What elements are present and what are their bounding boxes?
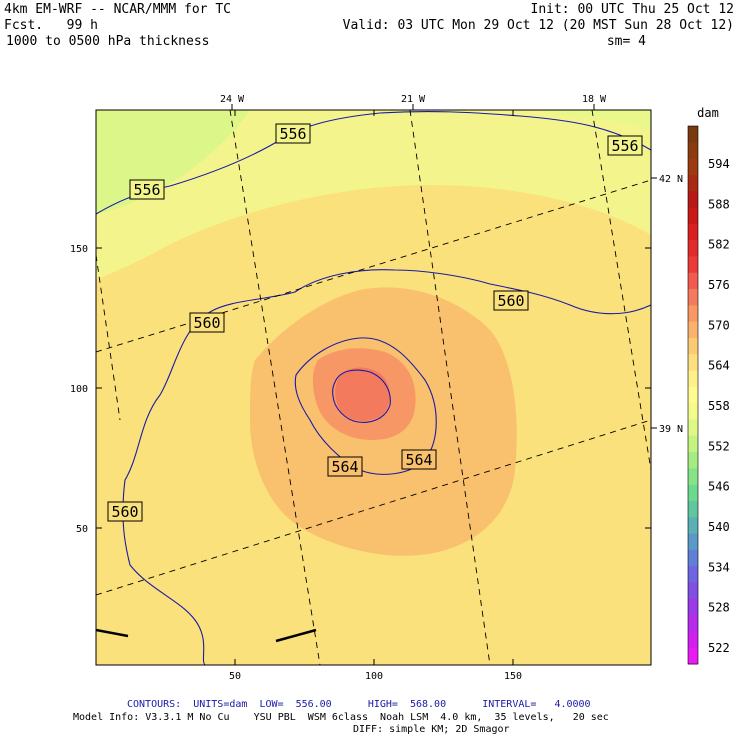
colorbar-swatch bbox=[688, 289, 698, 306]
svg-text:564: 564 bbox=[405, 451, 432, 469]
colorbar-swatch bbox=[688, 631, 698, 649]
contour-556 bbox=[96, 111, 651, 215]
band-570 bbox=[335, 367, 390, 421]
contour-label: 560 bbox=[493, 290, 529, 311]
colorbar-swatch bbox=[688, 354, 698, 372]
model-info: Model Info: V3.3.1 M No Cu YSU PBL WSM 6… bbox=[73, 712, 609, 723]
y-tick-label: 50 bbox=[76, 524, 88, 535]
colorbar-swatch bbox=[688, 615, 698, 632]
contour-label: 556 bbox=[607, 135, 643, 156]
colorbar-outline bbox=[687, 125, 699, 665]
colorbar-label: 546 bbox=[708, 480, 730, 494]
colorbar-swatch bbox=[688, 174, 698, 192]
colorbar-swatch bbox=[688, 158, 698, 176]
colorbar-swatch bbox=[688, 240, 698, 257]
contour-560 bbox=[122, 269, 651, 665]
colorbar-swatch bbox=[688, 452, 698, 469]
colorbar-swatch bbox=[688, 386, 698, 404]
longitude-label: 21 W bbox=[401, 94, 426, 105]
svg-text:556: 556 bbox=[611, 137, 638, 155]
svg-text:556: 556 bbox=[133, 181, 160, 199]
latitude-label: 39 N bbox=[659, 424, 683, 435]
coastline-mark bbox=[275, 628, 317, 643]
svg-text:560: 560 bbox=[497, 292, 524, 310]
x-tick-label: 50 bbox=[229, 671, 241, 682]
colorbar-swatch bbox=[688, 272, 698, 290]
colorbar-swatch bbox=[688, 582, 698, 600]
svg-text:564: 564 bbox=[331, 458, 358, 476]
colorbar-label: 540 bbox=[708, 520, 730, 534]
colorbar-swatch bbox=[688, 549, 698, 567]
colorbar-label: 576 bbox=[708, 278, 730, 292]
diffusion-info: DIFF: simple KM; 2D Smagor bbox=[353, 724, 510, 735]
colorbar-swatch bbox=[688, 256, 698, 274]
colorbar-swatch bbox=[688, 533, 698, 551]
contour-label: 560 bbox=[189, 312, 225, 333]
band-550-554-ne bbox=[540, 110, 651, 128]
svg-text:556: 556 bbox=[279, 125, 306, 143]
y-tick-label: 100 bbox=[70, 384, 88, 395]
colorbar-swatch bbox=[688, 126, 698, 143]
colorbar-swatch bbox=[688, 484, 698, 502]
init-time: Init: 00 UTC Thu 25 Oct 12 bbox=[530, 2, 735, 17]
colorbar-swatch bbox=[688, 500, 698, 518]
contour-label: 564 bbox=[327, 456, 363, 477]
colorbar-swatch bbox=[688, 566, 698, 583]
y-tick-label: 150 bbox=[70, 244, 88, 255]
colorbar-swatch bbox=[688, 435, 698, 453]
colorbar-label: 582 bbox=[708, 238, 730, 252]
contour-label: 556 bbox=[275, 123, 311, 144]
longitude-label: 18 W bbox=[582, 94, 607, 105]
colorbar-swatch bbox=[688, 517, 698, 535]
colorbar-swatch bbox=[688, 223, 698, 241]
colorbar bbox=[687, 125, 699, 665]
colorbar-unit: dam bbox=[697, 106, 719, 120]
forecast-hour: Fcst. 99 h bbox=[4, 18, 98, 33]
colorbar-swatch bbox=[688, 191, 698, 209]
colorbar-label: 558 bbox=[708, 399, 730, 413]
colorbar-swatch bbox=[688, 403, 698, 420]
smoothing-label: sm= 4 bbox=[606, 34, 646, 49]
colorbar-swatch bbox=[688, 647, 698, 665]
band-554-558 bbox=[96, 110, 651, 280]
contour-label: 560 bbox=[107, 501, 143, 522]
svg-text:560: 560 bbox=[193, 314, 220, 332]
colorbar-label: 528 bbox=[708, 601, 730, 615]
contour-label: 556 bbox=[129, 179, 165, 200]
x-tick-label: 150 bbox=[504, 671, 522, 682]
latitude-label: 42 N bbox=[659, 174, 683, 185]
colorbar-swatch bbox=[688, 321, 698, 339]
colorbar-swatch bbox=[688, 370, 698, 388]
field-name: 1000 to 0500 hPa thickness bbox=[6, 34, 210, 49]
colorbar-label: 594 bbox=[708, 157, 730, 171]
svg-text:560: 560 bbox=[111, 503, 138, 521]
colorbar-swatch bbox=[688, 207, 698, 225]
graticule bbox=[96, 110, 651, 665]
filled-field bbox=[96, 110, 651, 665]
tick-marks bbox=[96, 104, 657, 665]
colorbar-label: 522 bbox=[708, 641, 730, 655]
contour-568 bbox=[332, 369, 391, 423]
colorbar-label: 570 bbox=[708, 318, 730, 332]
colorbar-label: 564 bbox=[708, 359, 730, 373]
contour-info: CONTOURS: UNITS=dam LOW= 556.00 HIGH= 56… bbox=[127, 699, 591, 710]
coastline-mark bbox=[96, 628, 129, 638]
colorbar-label: 552 bbox=[708, 439, 730, 453]
contour-label: 564 bbox=[401, 449, 437, 470]
colorbar-swatch bbox=[688, 142, 698, 160]
valid-time: Valid: 03 UTC Mon 29 Oct 12 (20 MST Sun … bbox=[342, 18, 734, 33]
model-title: 4km EM-WRF -- NCAR/MMM for TC bbox=[4, 2, 231, 17]
colorbar-labels: 594 588 582 576 570 564 558 552 546 540 534 528 522 bbox=[708, 157, 730, 655]
colorbar-swatch bbox=[688, 468, 698, 486]
colorbar-label: 534 bbox=[708, 560, 730, 574]
longitude-label: 24 W bbox=[220, 94, 245, 105]
colorbar-swatch bbox=[688, 598, 698, 616]
colorbar-label: 588 bbox=[708, 197, 730, 211]
colorbar-swatch bbox=[688, 419, 698, 437]
x-tick-label: 100 bbox=[365, 671, 383, 682]
colorbar-swatch bbox=[688, 305, 698, 323]
colorbar-swatch bbox=[688, 337, 698, 355]
